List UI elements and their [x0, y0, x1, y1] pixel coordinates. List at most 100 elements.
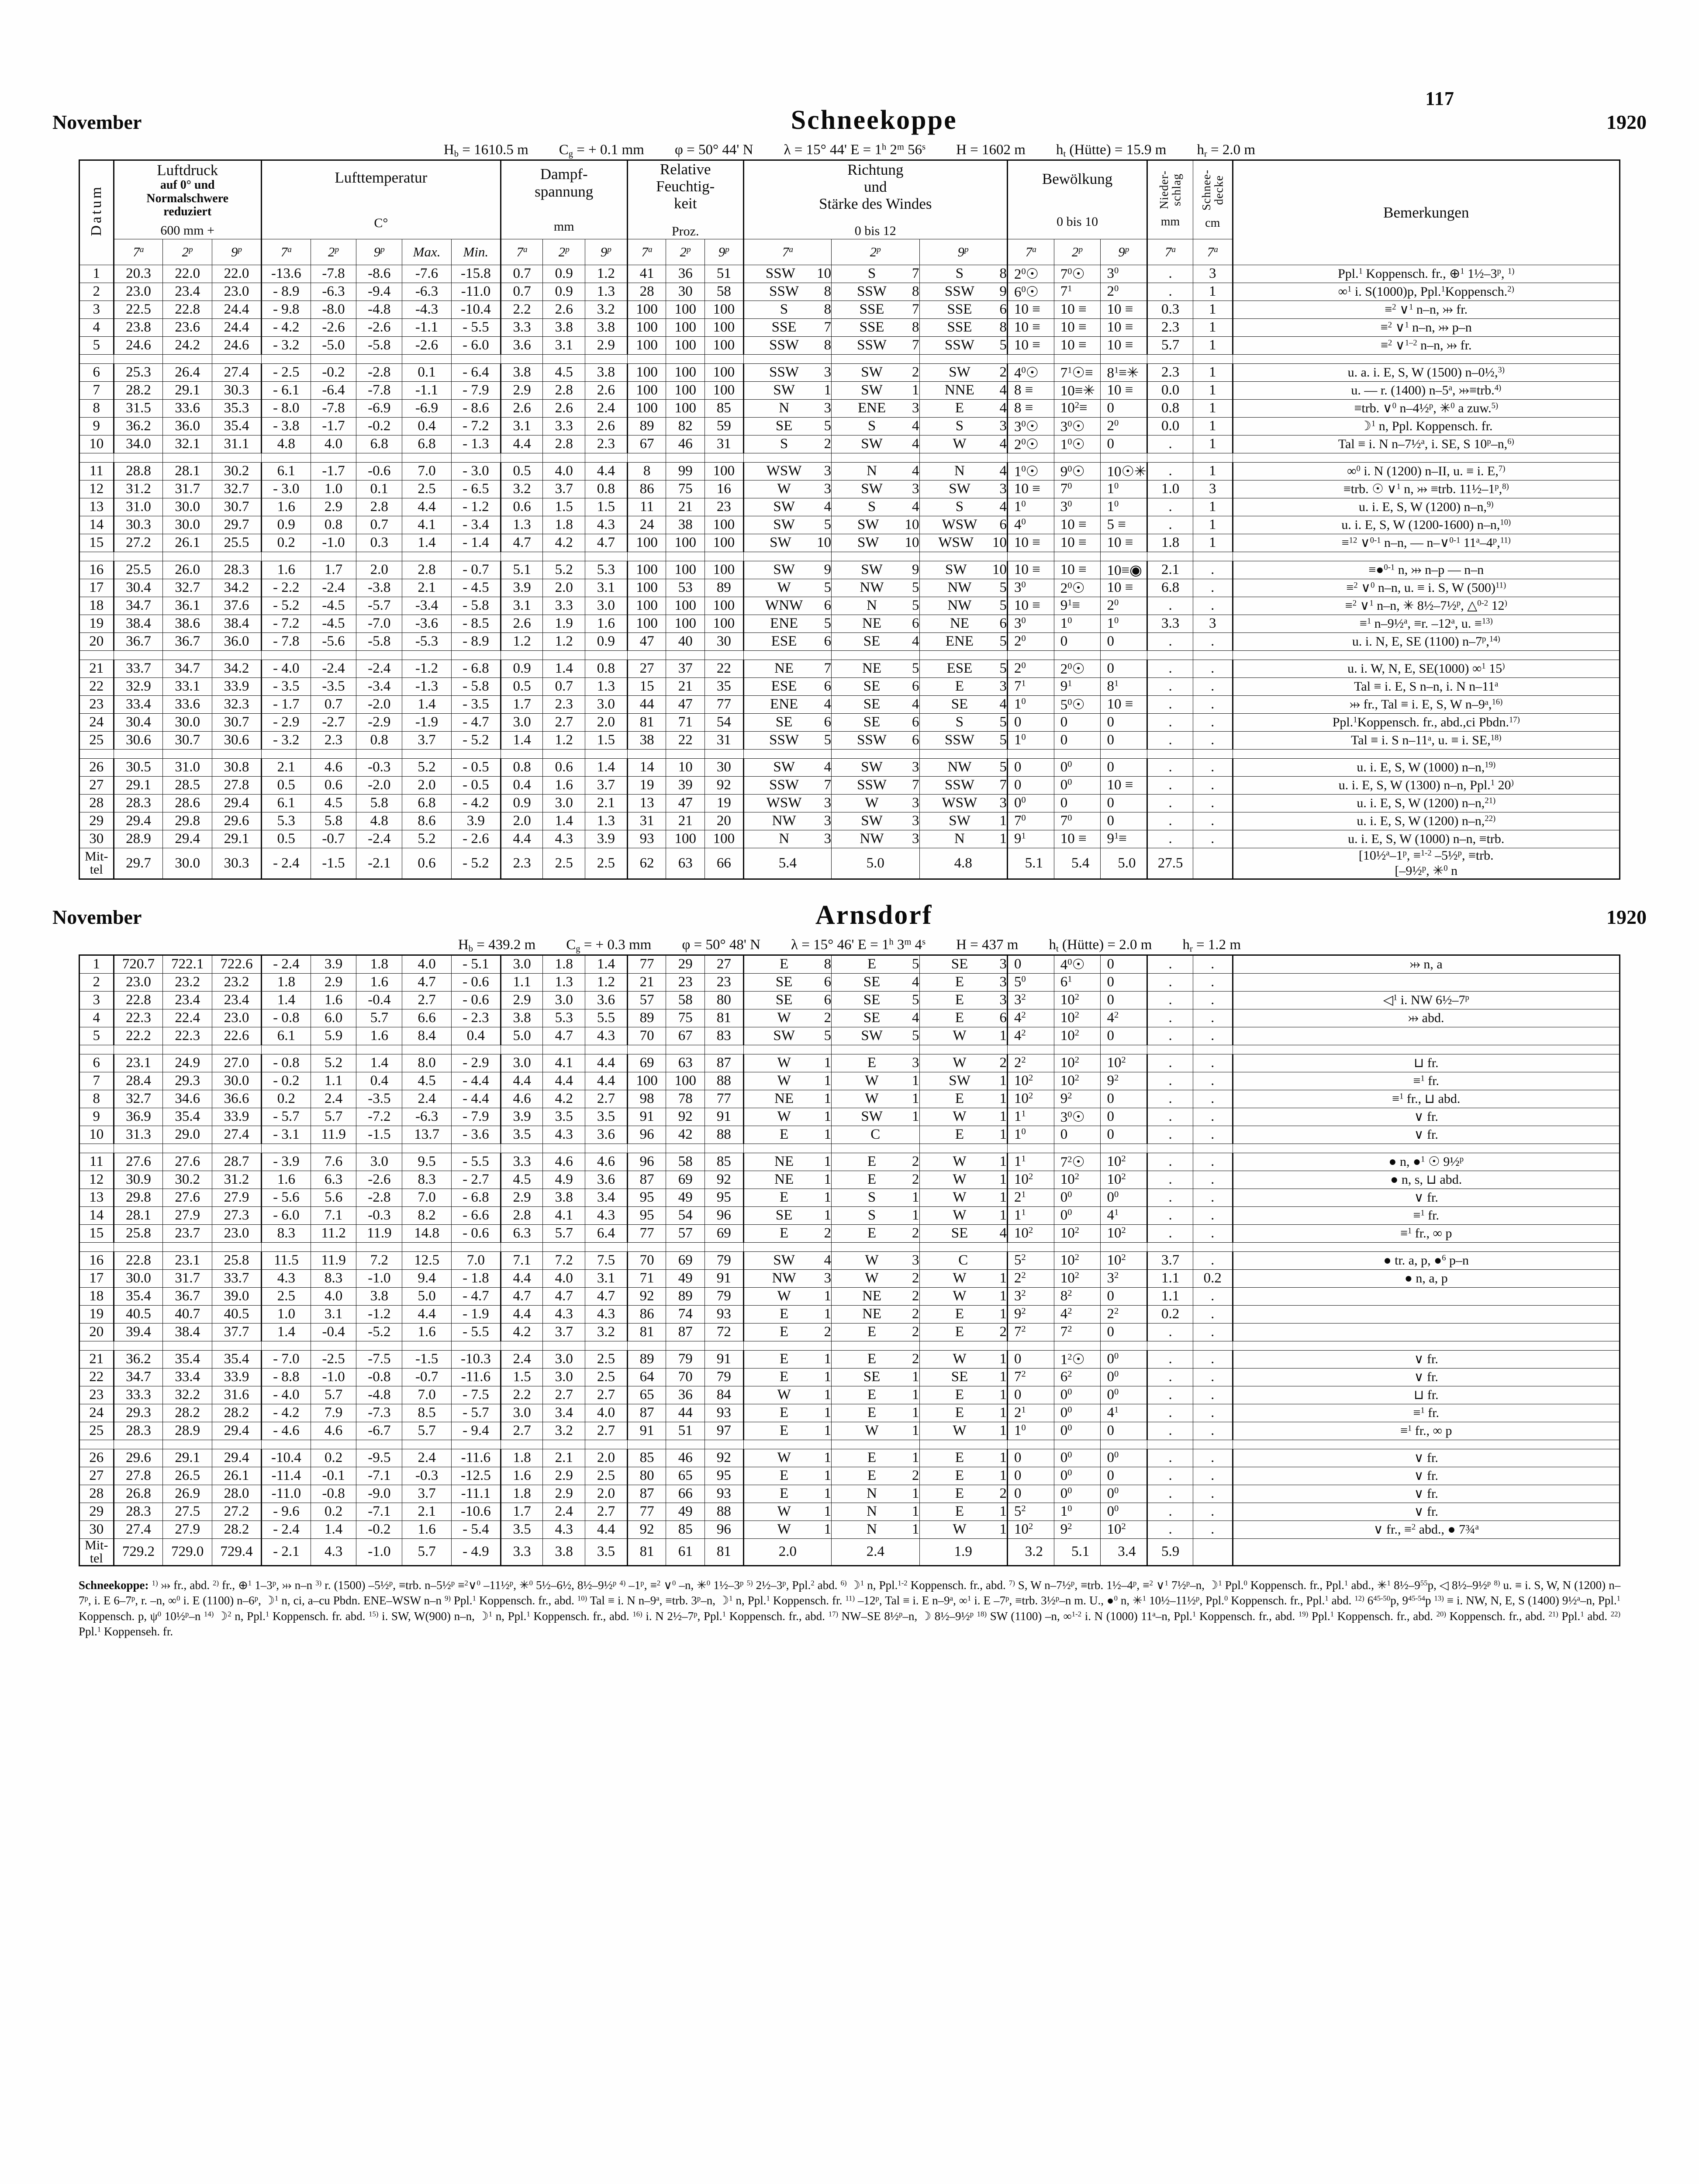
- data-cell: 1.2: [585, 264, 628, 283]
- cloud-cell: 00: [1053, 758, 1101, 777]
- wind-cell: SW 5: [742, 515, 832, 534]
- table-row: 27 27.8 26.5 26.1 -11.4 -0.1 -7.1 -0.3 -12.5 1.6 2…: [79, 1466, 1620, 1485]
- data-cell: 66: [666, 1484, 705, 1503]
- row-day-label: 23: [79, 695, 114, 714]
- wind-cell: SW 1: [919, 1071, 1008, 1090]
- precip-cell: .: [1146, 1323, 1193, 1341]
- data-cell: 26.9: [162, 1484, 213, 1503]
- cloud-cell: 20: [1100, 596, 1148, 615]
- precip-cell: .: [1146, 1224, 1193, 1243]
- cloud-cell: 30: [1100, 264, 1148, 283]
- data-cell: 27.9: [212, 1188, 262, 1207]
- data-cell: 27.5: [162, 1502, 213, 1521]
- cloud-cell: 10 ≡: [1100, 695, 1148, 714]
- table-row: 6 23.1 24.9 27.0- 0.8 5.2 1.4 8.0- 2.9 3.0 4.1 4.…: [79, 1054, 1620, 1072]
- data-cell: 5.3: [542, 1009, 586, 1027]
- wind-cell: WSW 3: [742, 462, 832, 480]
- data-cell: 5.2: [310, 1054, 357, 1072]
- data-cell: 30: [704, 758, 744, 777]
- data-cell: 30.5: [113, 758, 163, 777]
- data-cell: - 2.7: [451, 1170, 501, 1189]
- data-cell: - 6.8: [451, 659, 501, 678]
- cloud-cell: 0: [1100, 1107, 1148, 1126]
- table-row: 10 31.3 29.0 27.4- 3.1 11.9 -1.5 13.7- 3.6 3.5 4…: [79, 1125, 1620, 1144]
- data-cell: - 4.2: [451, 794, 501, 812]
- remarks-cell: ∨ fr.: [1232, 1368, 1620, 1386]
- wind-cell: SE 1: [919, 1368, 1008, 1386]
- data-cell: 88: [704, 1071, 744, 1090]
- snow-cell: 1: [1192, 381, 1233, 400]
- data-cell: - 4.5: [451, 578, 501, 597]
- data-cell: 89: [626, 1009, 666, 1027]
- data-cell: 2.9: [500, 381, 543, 400]
- data-cell: 100: [704, 462, 744, 480]
- data-cell: 3.4: [542, 1403, 586, 1422]
- cloud-cell: 00: [1100, 1368, 1148, 1386]
- data-cell: 93: [704, 1305, 744, 1324]
- data-cell: 70: [626, 1251, 666, 1270]
- data-cell: - 0.6: [451, 991, 501, 1009]
- remarks-cell: Ppl.1 Koppensch. fr., ⊕1 1½–3p, 1): [1232, 264, 1620, 283]
- snow-cell: .: [1192, 1009, 1233, 1027]
- data-cell: - 4.9: [451, 1538, 501, 1566]
- snow-cell: .: [1192, 1466, 1233, 1485]
- data-cell: 1.6: [310, 991, 357, 1009]
- cloud-cell: 00: [1100, 1448, 1148, 1467]
- cloud-cell: 00: [1053, 776, 1101, 795]
- data-cell: 100: [666, 318, 705, 337]
- data-cell: 2.3: [500, 847, 543, 879]
- row-day-label: 3: [79, 991, 114, 1009]
- snow-cell: .: [1192, 1089, 1233, 1108]
- param-h: H = 437 m: [956, 936, 1019, 953]
- precip-cell: .: [1146, 794, 1193, 812]
- data-cell: - 6.0: [260, 1206, 311, 1225]
- row-day-label: 7: [79, 1071, 114, 1090]
- data-cell: -4.5: [310, 614, 357, 633]
- data-cell: 24.2: [162, 336, 213, 355]
- data-cell: - 7.9: [451, 381, 501, 400]
- data-cell: - 8.9: [451, 632, 501, 651]
- cloud-cell: 92: [1006, 1305, 1054, 1324]
- data-cell: -2.8: [356, 1188, 403, 1207]
- data-cell: 92: [704, 1170, 744, 1189]
- data-cell: 95: [704, 1188, 744, 1207]
- data-cell: 5.2: [402, 758, 452, 777]
- data-cell: 29.3: [113, 1403, 163, 1422]
- data-cell: 0.4: [451, 1026, 501, 1045]
- data-cell: 3.0: [542, 794, 586, 812]
- data-cell: 28.3: [113, 1502, 163, 1521]
- data-cell: - 3.8: [260, 417, 311, 435]
- data-cell: 30.6: [212, 731, 262, 750]
- wind-cell: SE 6: [831, 713, 920, 732]
- precip-cell: 0.2: [1146, 1305, 1193, 1324]
- cloud-cell: 10: [1053, 1502, 1101, 1521]
- data-cell: -2.0: [356, 776, 403, 795]
- precip-cell: .: [1146, 515, 1193, 534]
- data-cell: 0.5: [260, 776, 311, 795]
- data-cell: 57: [666, 1224, 705, 1243]
- cloud-cell: 10: [1006, 1421, 1054, 1440]
- data-cell: 2.4: [310, 1089, 357, 1108]
- cloud-cell: 0: [1100, 1089, 1148, 1108]
- data-cell: 25.8: [212, 1251, 262, 1270]
- cloud-cell: 10 ≡: [1053, 318, 1101, 337]
- data-cell: 40: [666, 632, 705, 651]
- precip-cell: .: [1146, 829, 1193, 848]
- snow-cell: .: [1192, 829, 1233, 848]
- data-cell: 8.2: [402, 1206, 452, 1225]
- cloud-cell: 0: [1100, 1421, 1148, 1440]
- data-cell: 8.0: [402, 1054, 452, 1072]
- data-cell: -4.8: [356, 1386, 403, 1404]
- data-cell: 28.2: [113, 381, 163, 400]
- cloud-cell: 70: [1006, 812, 1054, 830]
- remarks-cell: ∞1 i. S(1000)p, Ppl.1Koppensch.2): [1232, 282, 1620, 301]
- data-cell: 4.4: [585, 1054, 628, 1072]
- data-cell: 35.4: [162, 1107, 213, 1126]
- data-cell: - 1.8: [451, 1269, 501, 1288]
- table-row: 12 30.9 30.2 31.2 1.6 6.3 -2.6 8.3- 2.7 4.5 4.9 3.…: [79, 1170, 1620, 1189]
- data-cell: 47: [666, 794, 705, 812]
